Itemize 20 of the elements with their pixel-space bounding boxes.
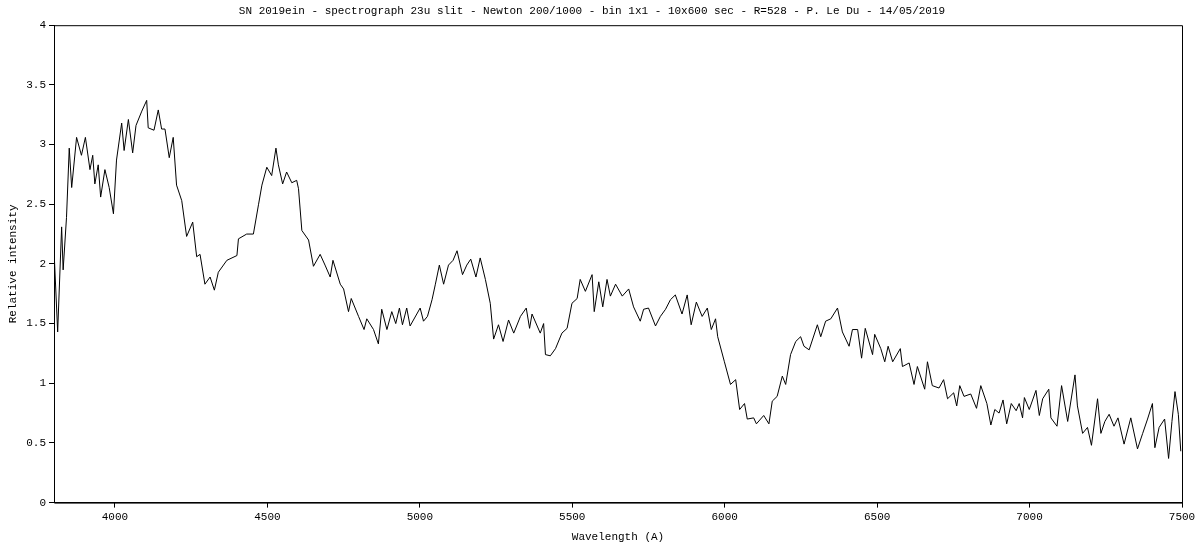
x-tick-label: 4000 [101, 511, 129, 524]
y-tick-label: 0.5 [26, 436, 46, 449]
y-tick-label: 4 [39, 19, 47, 32]
y-tick-label: 3.5 [26, 78, 46, 91]
y-tick-label: 1.5 [26, 317, 46, 330]
y-tick-label: 0 [39, 496, 46, 509]
x-tick-label: 4500 [254, 511, 281, 524]
x-tick-label: 6000 [711, 511, 738, 524]
x-tick-label: 6500 [863, 511, 891, 524]
y-tick-label: 2.5 [26, 198, 46, 211]
x-axis-title: Wavelength (A) [571, 531, 665, 544]
chart-title: SN 2019ein - spectrograph 23u slit - Newton 200/1000 - bin 1x1 - 10x600 sec - R=528 - P. Le Du - 14/05/2019 [238, 4, 946, 17]
y-tick-label: 3 [39, 138, 46, 151]
y-tick-label: 2 [39, 257, 46, 270]
x-tick-label: 7500 [1168, 511, 1196, 524]
y-axis-title: Relative intensity [6, 204, 19, 324]
x-tick-label: 5500 [559, 511, 586, 524]
y-tick-label: 1 [39, 377, 47, 390]
x-tick-label: 5000 [406, 511, 434, 524]
x-tick-label: 7000 [1016, 511, 1043, 524]
